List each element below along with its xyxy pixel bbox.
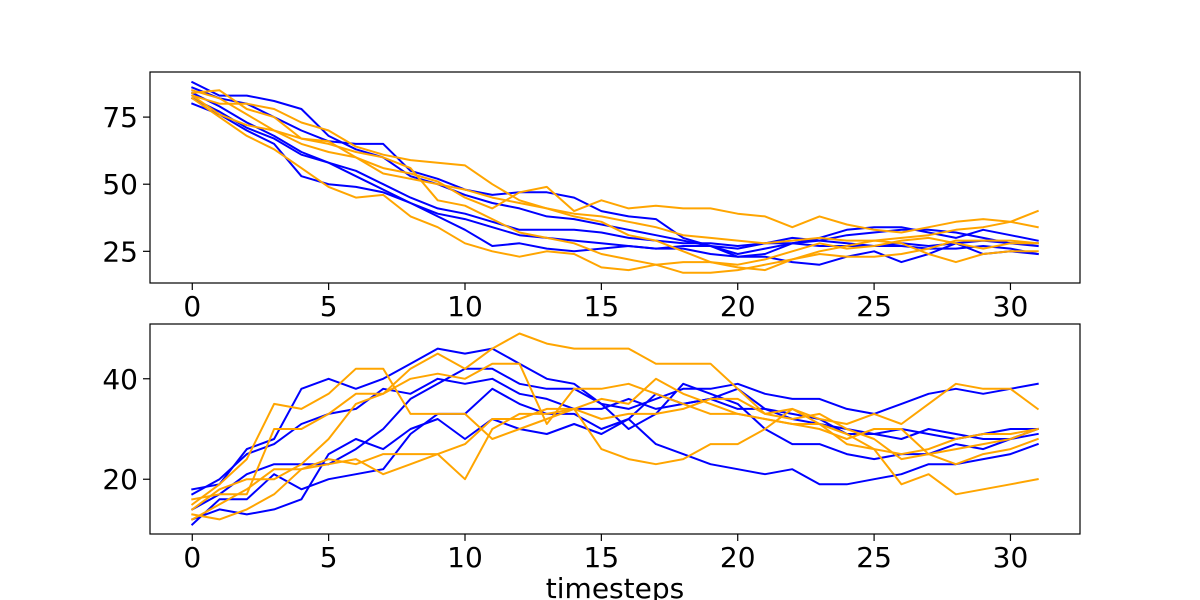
- series-line-0-0: [190, 80, 1039, 255]
- series-line-0-8: [190, 94, 1039, 274]
- y-tick-label: 75: [102, 101, 138, 134]
- series-line-0-1: [191, 86, 1039, 258]
- bottom-plot: 0 5 10 15 20 25 30 20 40 timesteps: [102, 323, 1081, 600]
- series-line-0-7: [191, 94, 1039, 266]
- y-tick-label: 40: [102, 363, 138, 396]
- x-tick-label: 5: [320, 541, 338, 574]
- top-plot: 0 5 10 15 20 25 30 25 50 75: [102, 71, 1081, 323]
- series-line-1-6: [190, 367, 1039, 506]
- x-tick-label: 25: [856, 290, 892, 323]
- x-tick-label: 10: [447, 290, 483, 323]
- x-tick-label: 5: [320, 290, 338, 323]
- series-line-1-8: [191, 377, 1039, 521]
- series-line-1-9: [190, 397, 1039, 521]
- series-line-0-5: [191, 89, 1039, 245]
- axes-frame: [149, 71, 1081, 284]
- y-tick-label: 25: [102, 235, 138, 268]
- x-tick-label: 10: [447, 541, 483, 574]
- series-line-1-7: [190, 362, 1039, 511]
- axes-frame: [149, 323, 1081, 535]
- series-line-1-5: [191, 332, 1040, 501]
- series-line-1-0: [191, 347, 1039, 491]
- series-line-0-6: [191, 89, 1039, 234]
- x-tick-label: 15: [584, 541, 620, 574]
- x-tick-label: 30: [993, 541, 1029, 574]
- series-line-0-2: [190, 91, 1039, 250]
- x-tick-label: 20: [720, 541, 756, 574]
- x-axis-label: timesteps: [546, 572, 684, 600]
- y-tick-label: 20: [102, 463, 138, 496]
- series-line-0-9: [190, 96, 1039, 272]
- x-tick-label: 30: [993, 290, 1029, 323]
- y-tick-label: 50: [102, 168, 138, 201]
- x-tick-label: 15: [584, 290, 620, 323]
- series-line-1-3: [191, 387, 1039, 521]
- x-tick-label: 0: [183, 290, 201, 323]
- x-tick-label: 0: [183, 541, 201, 574]
- x-tick-label: 20: [720, 290, 756, 323]
- series-line-1-4: [190, 387, 1039, 526]
- series-line-0-4: [191, 102, 1039, 266]
- x-tick-label: 25: [856, 541, 892, 574]
- series-line-0-3: [190, 96, 1039, 256]
